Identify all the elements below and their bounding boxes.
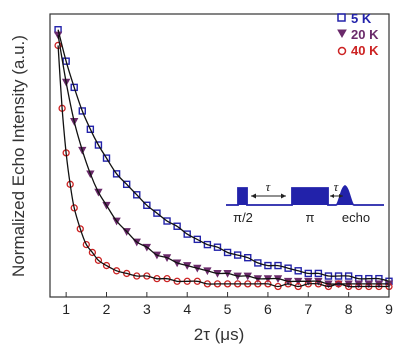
x-tick-label-9: 9: [385, 301, 393, 317]
data-point: [112, 170, 121, 178]
data-point: [294, 267, 302, 275]
pulse-sequence-inset: τ τ π/2 π echo: [226, 179, 384, 225]
inset-label-pi: π: [306, 210, 315, 225]
data-point: [86, 125, 95, 133]
x-axis-ticks: 1 2 3 4 5 6 7 8 9: [62, 292, 393, 317]
data-point: [78, 107, 86, 115]
x-tick-label-2: 2: [103, 301, 111, 317]
x-tick-label-6: 6: [264, 301, 272, 317]
tau-arrow-2-head-left: [330, 194, 334, 198]
data-point: [88, 248, 97, 257]
x-tick-label-7: 7: [304, 301, 312, 317]
data-point: [203, 240, 212, 249]
x-tick-label-3: 3: [143, 301, 151, 317]
series-20k: [53, 31, 394, 289]
fit-curve-20k: [57, 34, 389, 285]
data-point: [133, 191, 141, 199]
data-point: [123, 269, 131, 278]
inset-label-echo: echo: [342, 210, 370, 225]
pulse-sequence-trace: [226, 184, 384, 206]
data-point: [284, 264, 292, 272]
data-point: [193, 235, 202, 244]
data-point: [76, 225, 84, 233]
tau-arrow-1-head-left: [251, 193, 256, 199]
legend-marker-40k: [337, 46, 347, 56]
data-point: [102, 261, 111, 270]
x-tick-label-1: 1: [62, 301, 70, 317]
fit-curve-40k: [57, 45, 389, 288]
plot-frame: [49, 13, 390, 298]
data-point: [82, 240, 90, 249]
fit-curve-5k: [57, 29, 390, 282]
data-point: [102, 154, 111, 162]
data-point: [122, 180, 131, 189]
x-axis-label: 2τ (μs): [194, 325, 245, 344]
data-point: [254, 259, 262, 267]
legend-label-20k: 20 K: [351, 27, 379, 42]
data-point: [70, 83, 78, 92]
data-point: [94, 141, 103, 149]
data-point: [112, 267, 121, 275]
data-point: [244, 253, 252, 262]
data-point: [223, 248, 232, 257]
data-point: [163, 217, 171, 225]
legend-marker-5k: [337, 13, 346, 22]
series-40k: [54, 41, 393, 291]
inset-label-pi-half: π/2: [233, 210, 253, 225]
x-tick-label-4: 4: [183, 301, 191, 317]
tau-arrow-2-head-right: [339, 194, 343, 198]
legend: 5 K 20 K 40 K: [337, 11, 379, 58]
x-tick-label-5: 5: [224, 301, 232, 317]
legend-marker-20k: [337, 29, 347, 39]
data-point: [183, 230, 191, 238]
y-axis-label: Normalized Echo Intensity (a.u.): [9, 35, 28, 277]
legend-label-5k: 5 K: [351, 11, 372, 26]
tau-label-1: τ: [266, 179, 272, 194]
tau-arrow-1-head-right: [281, 193, 286, 199]
tau-label-2: τ: [334, 179, 340, 194]
data-point: [62, 57, 70, 65]
data-point: [153, 209, 161, 217]
data-point: [173, 222, 181, 230]
data-point: [233, 251, 242, 259]
x-tick-label-8: 8: [345, 301, 353, 317]
data-point: [94, 256, 103, 264]
legend-label-40k: 40 K: [351, 43, 379, 58]
data-point: [213, 243, 222, 251]
data-point: [143, 201, 151, 209]
fit-curves: [57, 29, 390, 288]
